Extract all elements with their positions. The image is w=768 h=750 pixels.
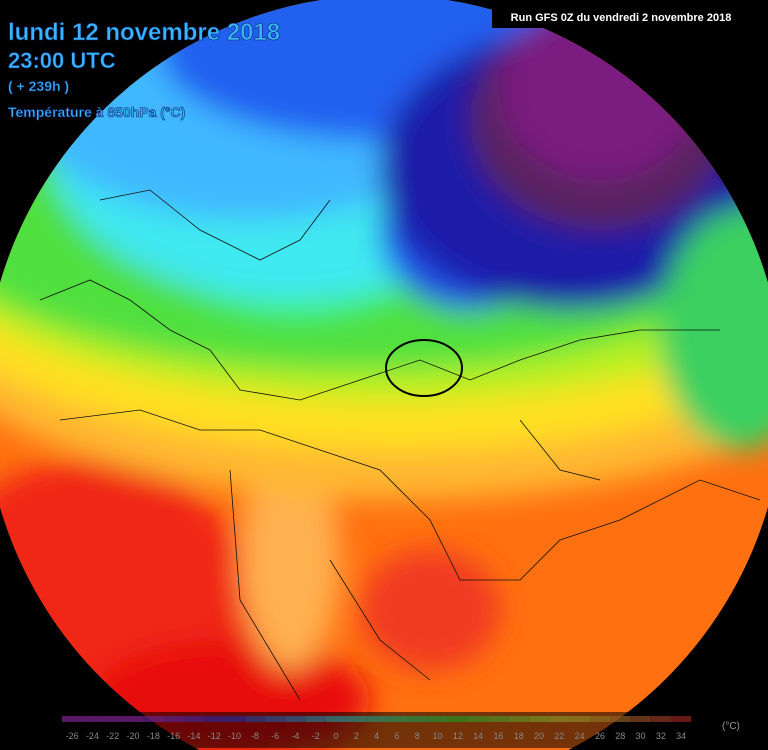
color-swatch	[346, 716, 367, 722]
legend-label: 18	[514, 731, 524, 741]
lead-time: ( + 239h )	[8, 78, 69, 94]
color-swatch	[610, 716, 631, 722]
legend-label: 6	[394, 731, 399, 741]
color-swatch	[549, 716, 570, 722]
run-label: Run GFS 0Z du vendredi 2 novembre 2018	[511, 12, 732, 24]
color-swatch	[650, 716, 671, 722]
time: 23:00 UTC	[8, 48, 116, 73]
color-swatch	[447, 716, 468, 722]
color-swatch	[265, 716, 286, 722]
legend-label: -16	[167, 731, 180, 741]
color-swatch	[82, 716, 103, 722]
legend-label: 8	[415, 731, 420, 741]
legend-label: -12	[208, 731, 221, 741]
legend-label: 10	[433, 731, 443, 741]
legend-label: 22	[554, 731, 564, 741]
legend-label: 14	[473, 731, 483, 741]
legend-label: -10	[228, 731, 241, 741]
legend-label: 2	[354, 731, 359, 741]
color-swatch	[366, 716, 387, 722]
color-swatch	[224, 716, 245, 722]
legend-label: -2	[312, 731, 320, 741]
colorbar: -26 -24 -22 -20 -18 -16 -14 -12 -10 -8 -6 -4 -2 0 2 4 6 8…	[62, 716, 692, 741]
legend-label: 4	[374, 731, 379, 741]
legend-label: -8	[251, 731, 259, 741]
legend-label: 24	[575, 731, 585, 741]
legend-label: 28	[615, 731, 625, 741]
legend-label: 26	[595, 731, 605, 741]
legend-label: 32	[656, 731, 666, 741]
legend-label: -14	[187, 731, 200, 741]
color-swatch	[528, 716, 550, 722]
run-box	[492, 6, 750, 28]
color-swatch	[305, 716, 326, 722]
legend-label: 20	[534, 731, 544, 741]
field-label: Température à 850hPa (°C)	[8, 104, 185, 120]
color-swatch	[488, 716, 509, 722]
legend-unit: (°C)	[722, 721, 740, 732]
color-swatch	[325, 716, 347, 722]
legend-label: 16	[493, 731, 503, 741]
legend-label: -20	[127, 731, 140, 741]
legend-label: 30	[636, 731, 646, 741]
legend-label: 0	[334, 731, 339, 741]
color-swatch	[204, 716, 225, 722]
highlight-circle	[385, 339, 463, 397]
color-swatch	[468, 716, 489, 722]
legend-label: 12	[453, 731, 463, 741]
color-swatch	[386, 716, 408, 722]
color-swatch	[671, 716, 692, 722]
color-swatch	[427, 716, 448, 722]
legend-label: -18	[147, 731, 160, 741]
color-swatch	[143, 716, 164, 722]
color-swatch	[589, 716, 611, 722]
color-swatch	[569, 716, 590, 722]
color-swatch	[630, 716, 651, 722]
legend-label: -6	[271, 731, 279, 741]
legend-label: -4	[291, 731, 299, 741]
legend-label: -26	[66, 731, 79, 741]
color-swatch	[62, 716, 83, 722]
color-swatch	[285, 716, 306, 722]
legend-label: -24	[86, 731, 99, 741]
color-swatch	[122, 716, 144, 722]
color-swatch	[244, 716, 265, 722]
color-swatch	[163, 716, 184, 722]
legend-label: 34	[676, 731, 686, 741]
title: lundi 12 novembre 2018	[8, 19, 280, 46]
color-swatch	[183, 716, 205, 722]
color-swatch	[407, 716, 428, 722]
color-swatch	[102, 716, 123, 722]
color-swatch	[508, 716, 529, 722]
legend-label: -22	[106, 731, 119, 741]
